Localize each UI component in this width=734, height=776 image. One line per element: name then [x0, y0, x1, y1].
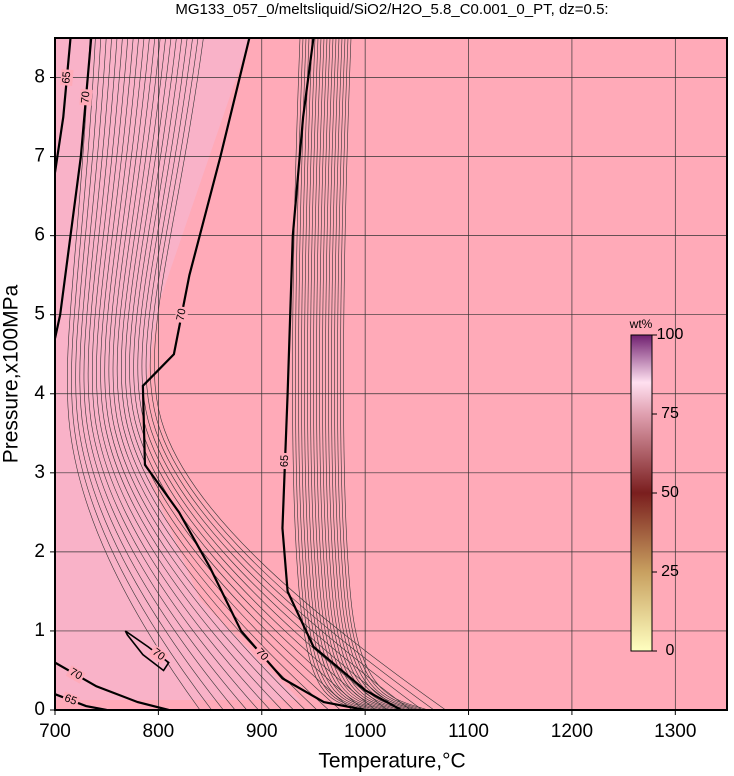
minor-contour: [116, 38, 341, 710]
contour-label: 70: [150, 646, 167, 663]
x-tick-label: 800: [143, 721, 175, 742]
colorbar-tick-label: 25: [661, 563, 679, 580]
minor-contour: [100, 38, 294, 710]
contour-label: 70: [67, 666, 84, 683]
y-axis-label: Pressure,x100MPa: [0, 284, 23, 463]
colorbar-tick-label: 75: [661, 405, 679, 422]
minor-contour: [301, 38, 373, 710]
minor-contour: [322, 38, 401, 710]
minor-contour: [154, 38, 446, 710]
contour-label-bg: [174, 305, 190, 324]
minor-contour: [313, 38, 389, 710]
chart-title: MG133_057_0/meltsliquid/SiO2/H2O_5.8_C0.…: [175, 1, 608, 18]
minor-contour: [334, 38, 417, 710]
minor-contour: [104, 38, 306, 710]
minor-contours: [66, 38, 446, 710]
colorbar-label: wt%: [629, 317, 653, 331]
x-tick-label: 1000: [344, 721, 386, 742]
minor-contour: [141, 38, 411, 710]
minor-contour: [307, 38, 381, 710]
minor-contour: [125, 38, 364, 710]
y-tick-label: 2: [34, 541, 45, 562]
colorbar: [630, 334, 653, 652]
contour-label-bg: [60, 691, 81, 709]
minor-contour: [71, 38, 212, 710]
contour-line: [55, 38, 93, 339]
colorbar-tick-label: 100: [657, 326, 684, 343]
x-axis-label: Temperature,°C: [318, 750, 465, 773]
y-tick-label: 5: [34, 304, 45, 325]
contour-label: 65: [60, 71, 73, 84]
minor-contour: [112, 38, 329, 710]
minor-contour: [316, 38, 393, 710]
minor-contour: [79, 38, 236, 710]
minor-contour: [75, 38, 224, 710]
contour-label: 65: [279, 455, 291, 468]
colorbar-tick-label: 50: [661, 484, 679, 501]
minor-contour: [337, 38, 421, 710]
x-tick-label: 1200: [551, 721, 593, 742]
minor-contour: [137, 38, 400, 710]
minor-contour: [304, 38, 377, 710]
x-tick-label: 900: [246, 721, 278, 742]
minor-contour: [295, 38, 365, 710]
minor-contour: [319, 38, 397, 710]
minor-contour: [120, 38, 353, 710]
contour-label: 70: [174, 308, 188, 322]
y-tick-label: 4: [34, 383, 45, 404]
y-tick-label: 0: [34, 699, 45, 720]
contour-label-bg: [79, 88, 93, 106]
plot-frame: [54, 37, 728, 711]
minor-contour: [298, 38, 369, 710]
minor-contour: [96, 38, 283, 710]
y-tick-label: 7: [34, 146, 45, 167]
y-tick-label: 6: [34, 225, 45, 246]
minor-contour: [340, 38, 425, 710]
contour-line: [124, 630, 170, 672]
minor-contour: [343, 38, 429, 710]
y-tick-label: 8: [34, 67, 45, 88]
minor-contour: [83, 38, 248, 710]
minor-contour: [133, 38, 388, 710]
contour-label-bg: [60, 69, 74, 87]
minor-contour: [331, 38, 413, 710]
minor-contour: [91, 38, 271, 710]
contour-label-bg: [251, 644, 272, 665]
y-tick-label: 1: [34, 620, 45, 641]
x-tick-label: 1300: [654, 721, 696, 742]
x-tick-label: 1100: [448, 721, 489, 742]
minor-contour: [108, 38, 318, 710]
contour-line: [141, 38, 366, 710]
y-tick-label: 3: [34, 462, 45, 483]
minor-contour: [87, 38, 259, 710]
minor-contour: [310, 38, 385, 710]
colorbar-tick-label: 0: [666, 642, 675, 659]
contour-line: [281, 38, 402, 710]
contour-label: 65: [63, 692, 79, 708]
contour-label-bg: [148, 645, 169, 665]
contour-line: [55, 38, 72, 173]
contour-label-bg: [65, 665, 86, 684]
contour-label-bg: [278, 452, 292, 470]
minor-contour: [66, 38, 201, 710]
contour-label: 70: [79, 91, 92, 104]
x-tick-label: 700: [39, 721, 71, 742]
